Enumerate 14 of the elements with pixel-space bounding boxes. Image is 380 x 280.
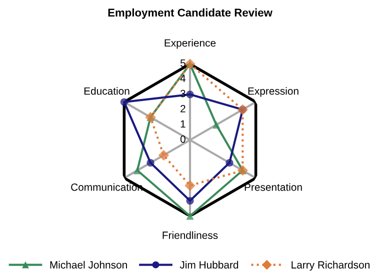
spoke-label: Friendliness	[162, 231, 218, 239]
y-tick-label: 5	[180, 60, 186, 67]
y-tick-label: 2	[180, 105, 186, 112]
spoke-label: Presentation	[244, 183, 302, 191]
y-tick-label: 1	[180, 120, 186, 128]
y-tick-label: 4	[180, 74, 186, 82]
spoke-label: Experience	[164, 39, 216, 49]
spoke-label: Expression	[248, 87, 298, 97]
y-tick-label: 0	[180, 135, 186, 143]
legend-label: Larry Richardson	[292, 260, 370, 271]
legend-label: Jim Hubbard	[180, 260, 238, 269]
chart-title: Employment Candidate Review	[108, 8, 272, 19]
spoke-label: Education	[84, 87, 130, 95]
legend-label: Michael Johnson	[50, 260, 127, 269]
